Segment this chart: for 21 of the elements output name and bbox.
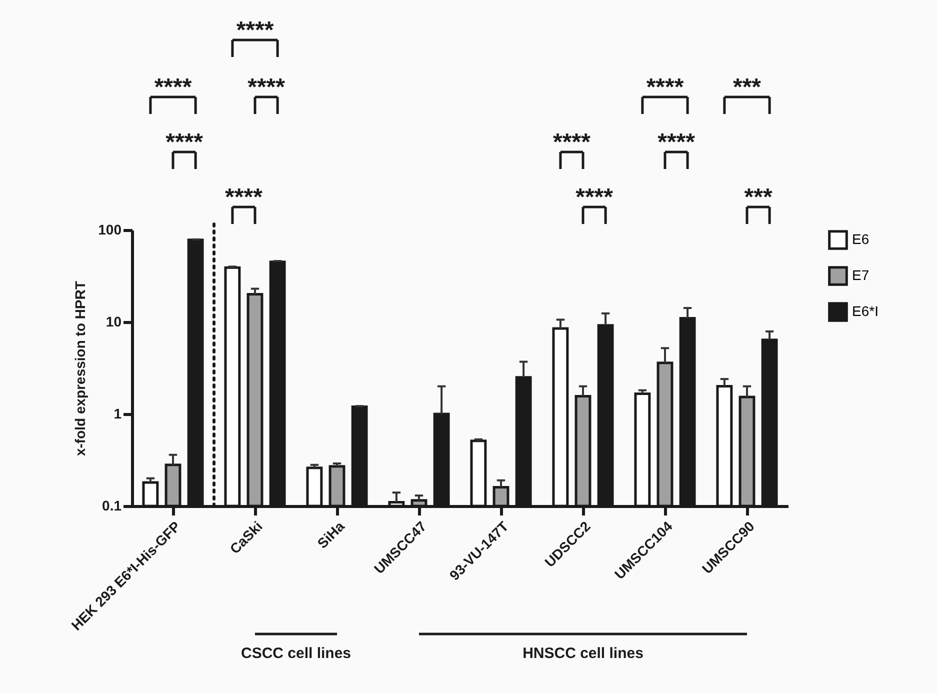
text: ****: [166, 129, 204, 156]
y-tick-label: 1: [114, 406, 122, 422]
text: CSCC cell lines: [240, 645, 352, 662]
y-tick-label: 0.1: [102, 498, 122, 514]
text: ****: [576, 184, 614, 211]
text: ****: [225, 184, 264, 211]
text: HNSCC cell lines: [522, 645, 644, 662]
text: ****: [553, 129, 592, 156]
text: ****: [236, 17, 274, 44]
legend-label: E6: [852, 231, 870, 247]
legend-label: E7: [852, 267, 870, 283]
text: ****: [248, 74, 286, 101]
text: ****: [646, 74, 684, 101]
y-axis-title: x-fold expression to HPRT: [72, 280, 88, 456]
legend-label: E6*I: [852, 303, 878, 319]
text: ****: [658, 129, 696, 156]
y-tick-label: 10: [106, 314, 122, 330]
text: ***: [744, 184, 773, 211]
text: ****: [154, 74, 192, 101]
y-tick-label: 100: [98, 222, 122, 238]
text: ***: [732, 74, 762, 101]
